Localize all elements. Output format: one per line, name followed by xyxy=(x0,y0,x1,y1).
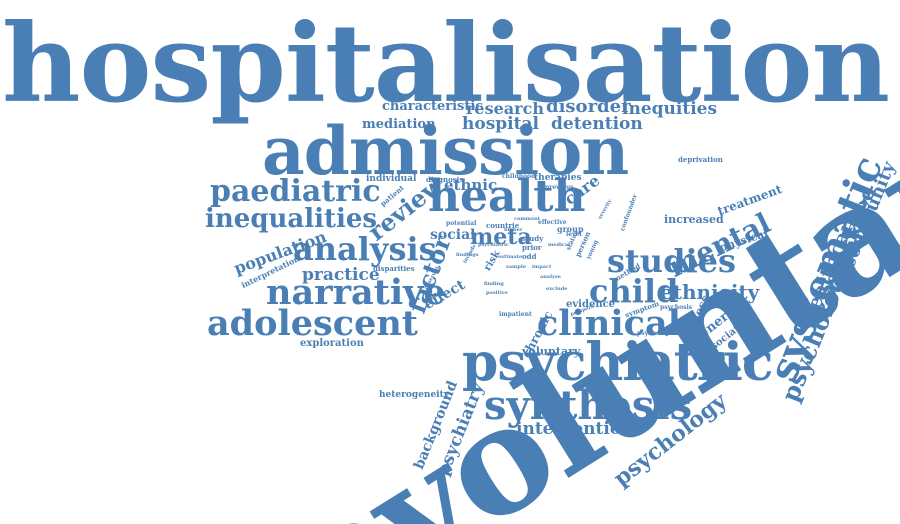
word-intervention: intervention xyxy=(516,419,634,439)
word-risk: risk xyxy=(482,248,503,273)
word-psychosis: psychosis xyxy=(660,304,693,311)
word-childhood: childhood xyxy=(502,173,536,180)
word-individual: individual xyxy=(366,174,417,184)
word-prior: prior xyxy=(522,243,542,252)
word-disorder: disorder xyxy=(546,96,631,117)
word-severity: severity xyxy=(597,198,614,221)
word-ethnic: ethnic xyxy=(444,176,498,194)
word-heterogeneity: heterogeneity xyxy=(379,390,449,400)
word-finding: finding xyxy=(484,281,504,287)
word-detention: detention xyxy=(551,114,643,134)
word-previous: previous xyxy=(545,184,574,191)
word-impact: impact xyxy=(532,264,552,270)
word-countrie: countrie xyxy=(486,221,520,230)
word-disparities: disparities xyxy=(373,264,415,273)
word-impatient: impatient xyxy=(499,311,532,318)
word-group: group xyxy=(557,224,584,234)
word-positive: positive xyxy=(486,290,508,296)
word-characteristic: characteristic xyxy=(382,99,484,114)
word-higher: higher xyxy=(504,227,523,233)
word-study: study xyxy=(522,234,544,243)
word-exploration: exploration xyxy=(300,338,364,349)
word-psychotic: psychotic xyxy=(637,330,669,337)
word-comment: comment xyxy=(514,216,541,222)
word-health: health xyxy=(428,171,586,222)
word-mediation: mediation xyxy=(362,117,436,132)
word-evidence: evidence xyxy=(566,299,616,310)
word-diagnosis: diagnosis xyxy=(426,175,464,184)
word-meta: meta xyxy=(470,224,532,250)
word-exclude: exclude xyxy=(546,286,568,292)
word-psychiatric-small: psychiatric xyxy=(478,242,509,248)
word-studies: studies xyxy=(607,242,736,280)
word-research: research xyxy=(466,99,544,118)
word-therapies: therapies xyxy=(534,173,582,183)
word-hospital: hospital xyxy=(462,114,539,134)
word-hospitalisation: hospitalisation xyxy=(2,1,890,127)
word-synthesis: synthesis xyxy=(484,382,693,429)
word-effective: effective xyxy=(538,219,567,226)
word-social: social xyxy=(430,227,476,243)
word-voluntary: voluntary xyxy=(522,345,581,358)
word-admission: admission xyxy=(262,112,629,190)
word-narrative: narrative xyxy=(266,272,446,313)
word-adolescent: adolescent xyxy=(207,303,418,344)
word-potential: potential xyxy=(446,220,477,227)
word-inequities: inequities xyxy=(622,99,718,119)
word-estimate: estimate xyxy=(498,254,523,260)
word-practice: practice xyxy=(302,265,380,285)
word-level: level xyxy=(566,231,582,238)
word-medical: medical xyxy=(548,242,571,248)
word-psychiatric: psychiatric xyxy=(462,332,774,393)
word-deprivation: deprivation xyxy=(678,155,723,164)
word-increased: increased xyxy=(664,213,724,226)
word-sample: sample xyxy=(506,264,526,270)
word-analysis: analysis xyxy=(293,230,437,268)
word-inequalities: inequalities xyxy=(205,204,378,234)
word-findings: findings xyxy=(456,252,479,258)
word-analyse: analyse xyxy=(540,274,561,280)
word-child: child xyxy=(589,272,679,310)
word-confounder: confounder xyxy=(619,193,639,233)
word-clinical: clinical xyxy=(537,303,681,344)
word-paediatric: paediatric xyxy=(210,174,381,209)
word-odd: odd xyxy=(522,252,537,261)
word-ethnicity: ethnicity xyxy=(660,280,760,304)
